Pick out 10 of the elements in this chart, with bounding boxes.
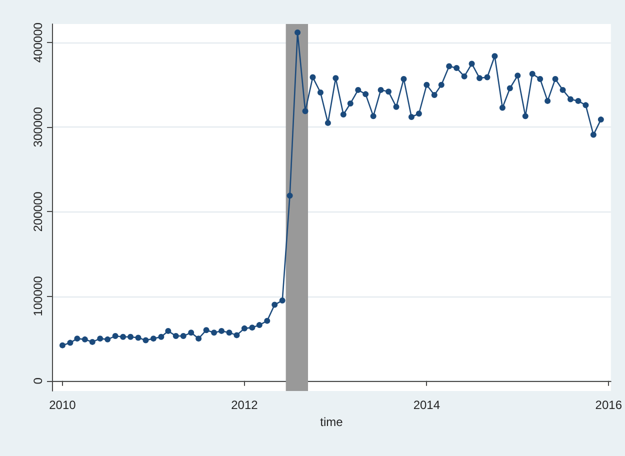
y-tick-label: 100000 <box>31 276 45 316</box>
x-tick-label: 2014 <box>413 398 440 412</box>
x-tick-label: 2010 <box>49 398 76 412</box>
x-tick-label: 2012 <box>231 398 258 412</box>
y-tick-label: 200000 <box>31 191 45 232</box>
x-axis-title: time <box>320 414 344 429</box>
y-tick-label: 400000 <box>31 22 45 63</box>
y-tick-label: 0 <box>31 377 45 384</box>
y-tick-label: 300000 <box>31 106 45 148</box>
x-tick-label: 2016 <box>595 398 622 412</box>
